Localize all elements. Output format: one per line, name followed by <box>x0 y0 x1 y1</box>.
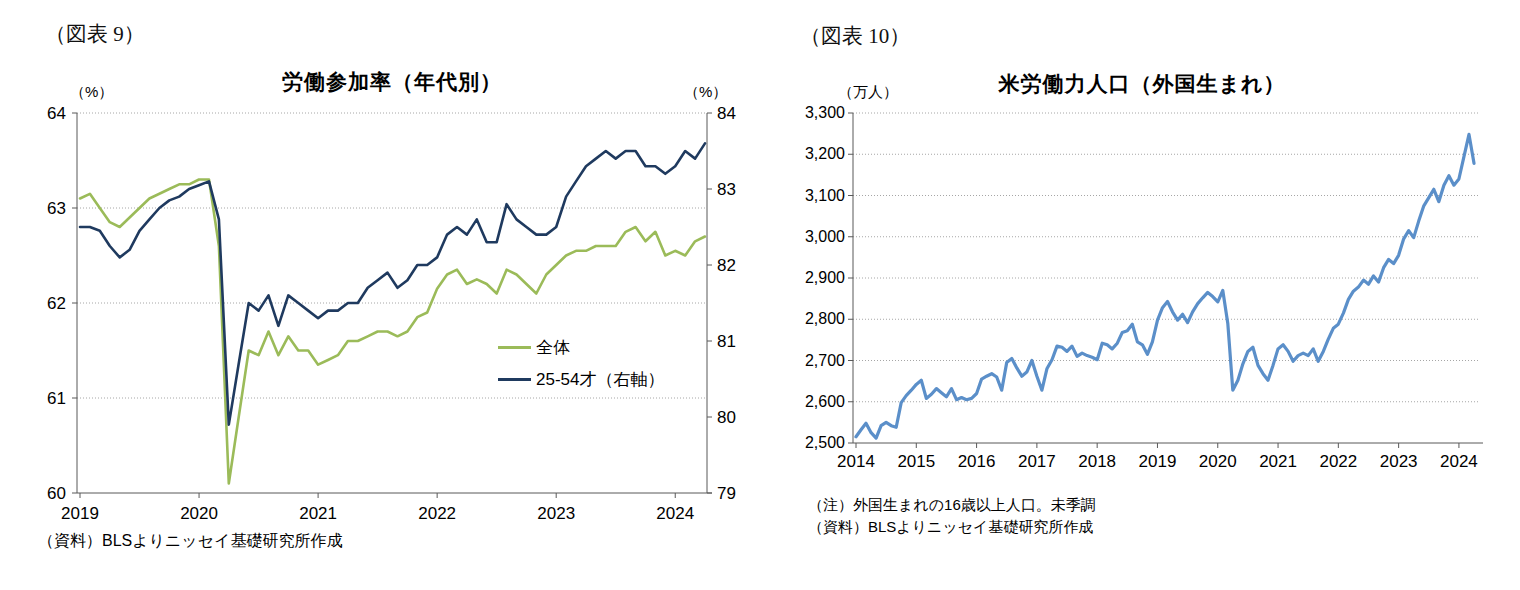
legend-item-total: 全体 <box>498 336 664 359</box>
figure9-right-axis-unit: （%） <box>684 83 727 102</box>
right-axis-tick-label: 79 <box>717 484 736 503</box>
left-axis-tick-label: 64 <box>47 104 66 123</box>
right-axis-tick-label: 80 <box>717 408 736 427</box>
x-axis-tick-label: 2021 <box>1259 452 1297 471</box>
figure9-legend: 全体 25-54才（右軸） <box>498 336 664 391</box>
x-axis-tick-label: 2015 <box>897 452 935 471</box>
x-axis-tick-label: 2018 <box>1078 452 1116 471</box>
figure9-left-axis-unit: （%） <box>70 83 113 102</box>
x-axis-tick-label: 2020 <box>1199 452 1237 471</box>
series-line-left <box>856 134 1474 438</box>
figure10-axis-unit: （万人） <box>838 83 898 102</box>
x-axis-tick-label: 2014 <box>837 452 875 471</box>
figure9-caption: （図表 9） <box>45 20 145 48</box>
left-axis-tick-label: 2,600 <box>805 393 845 410</box>
x-axis-tick-label: 2020 <box>180 504 218 523</box>
right-axis-tick-label: 81 <box>717 332 736 351</box>
left-axis-tick-label: 61 <box>47 389 66 408</box>
x-axis-tick-label: 2022 <box>418 504 456 523</box>
left-axis-tick-label: 3,200 <box>805 145 845 162</box>
left-axis-tick-label: 2,900 <box>805 269 845 286</box>
figure10-note: （注）外国生まれの16歳以上人口。未季調 <box>808 494 1096 516</box>
left-axis-tick-label: 2,800 <box>805 310 845 327</box>
figure10-caption: （図表 10） <box>800 22 910 50</box>
right-axis-tick-label: 84 <box>717 104 736 123</box>
x-axis-tick-label: 2022 <box>1319 452 1357 471</box>
left-axis-tick-label: 60 <box>47 484 66 503</box>
legend-label-total: 全体 <box>536 336 570 359</box>
figure10-source: （資料）BLSよりニッセイ基礎研究所作成 <box>808 516 1093 538</box>
left-axis-tick-label: 3,300 <box>805 104 845 121</box>
x-axis-tick-label: 2023 <box>1380 452 1418 471</box>
left-axis-tick-label: 63 <box>47 199 66 218</box>
legend-swatch-total <box>498 346 531 349</box>
figure9-title: 労働参加率（年代別） <box>192 68 592 96</box>
x-axis-tick-label: 2021 <box>299 504 337 523</box>
x-axis-tick-label: 2019 <box>61 504 99 523</box>
left-axis-tick-label: 2,500 <box>805 434 845 451</box>
right-axis-tick-label: 83 <box>717 180 736 199</box>
legend-item-prime-age: 25-54才（右軸） <box>498 368 664 391</box>
x-axis-tick-label: 2024 <box>656 504 694 523</box>
series-line-left <box>80 180 705 484</box>
x-axis-tick-label: 2024 <box>1440 452 1478 471</box>
figure9-source: （資料）BLSよりニッセイ基礎研究所作成 <box>38 530 343 552</box>
x-axis-tick-label: 2017 <box>1018 452 1056 471</box>
left-axis-tick-label: 2,700 <box>805 352 845 369</box>
right-axis-tick-label: 82 <box>717 256 736 275</box>
legend-label-prime-age: 25-54才（右軸） <box>536 368 664 391</box>
x-axis-tick-label: 2016 <box>958 452 996 471</box>
x-axis-tick-label: 2019 <box>1139 452 1177 471</box>
figure10-title: 米労働力人口（外国生まれ） <box>942 70 1342 98</box>
left-axis-tick-label: 62 <box>47 294 66 313</box>
left-axis-tick-label: 3,000 <box>805 228 845 245</box>
legend-swatch-prime-age <box>498 378 531 381</box>
report-page: 60 61 62 63 64 79 80 81 82 83 84 2019 2020 2021 2022 20… <box>0 0 1520 590</box>
left-axis-tick-label: 3,100 <box>805 187 845 204</box>
x-axis-tick-label: 2023 <box>537 504 575 523</box>
